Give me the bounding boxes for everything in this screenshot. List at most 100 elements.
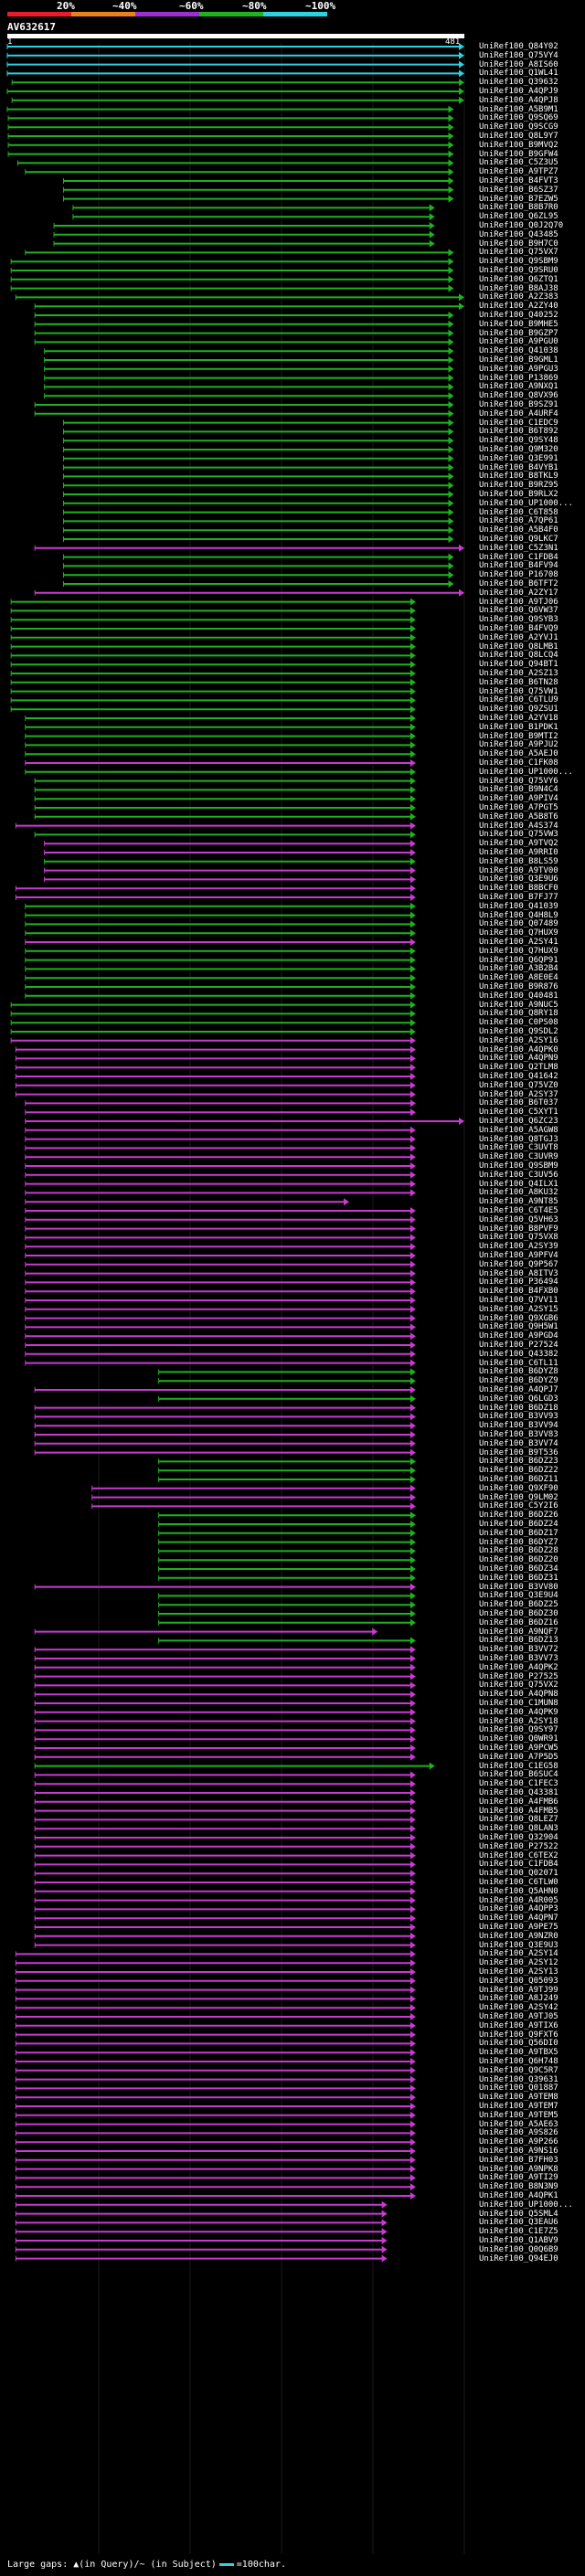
hit-label[interactable]: UniRef100_Q6QP91: [479, 955, 558, 965]
hit-label[interactable]: UniRef100_Q6ZC23: [479, 1117, 558, 1126]
hit-label[interactable]: UniRef100_Q02071: [479, 1869, 558, 1879]
hit-label[interactable]: UniRef100_A4QPN7: [479, 1913, 558, 1924]
hit-label[interactable]: UniRef100_Q7HUX9: [479, 928, 558, 938]
hit-label[interactable]: UniRef100_Q6H748: [479, 2057, 558, 2066]
hit-label[interactable]: UniRef100_C1EG58: [479, 1761, 558, 1771]
hit-label[interactable]: UniRef100_A2SY42: [479, 2003, 558, 2013]
hit-label[interactable]: UniRef100_A9NS16: [479, 2147, 558, 2156]
hit-label[interactable]: UniRef100_A2SY16: [479, 1035, 558, 1045]
hit-label[interactable]: UniRef100_A8KU32: [479, 1188, 558, 1198]
hit-label[interactable]: UniRef100_Q7HUX9: [479, 946, 558, 956]
hit-label[interactable]: UniRef100_A9PE75: [479, 1923, 558, 1932]
hit-label[interactable]: UniRef100_Q9SY48: [479, 436, 558, 446]
hit-label[interactable]: UniRef100_A4QPJ7: [479, 1385, 558, 1394]
hit-label[interactable]: UniRef100_B6DZ24: [479, 1520, 558, 1529]
hit-label[interactable]: UniRef100_C5Z3N1: [479, 543, 558, 553]
hit-label[interactable]: UniRef100_Q9C5R7: [479, 2065, 558, 2075]
hit-label[interactable]: UniRef100_B6DZ17: [479, 1528, 558, 1538]
hit-label[interactable]: UniRef100_Q1ABV9: [479, 2236, 558, 2245]
hit-label[interactable]: UniRef100_A8E0E4: [479, 973, 558, 983]
hit-label[interactable]: UniRef100_Q9M320: [479, 445, 558, 454]
hit-label[interactable]: UniRef100_C1MUN8: [479, 1699, 558, 1708]
hit-label[interactable]: UniRef100_Q05093: [479, 1976, 558, 1986]
hit-label[interactable]: UniRef100_Q2TLM8: [479, 1063, 558, 1073]
hit-label[interactable]: UniRef100_Q01887: [479, 2083, 558, 2094]
hit-label[interactable]: UniRef100_A2Z383: [479, 292, 558, 302]
hit-label[interactable]: UniRef100_C3UVT8: [479, 1143, 558, 1153]
hit-label[interactable]: UniRef100_Q8LMB1: [479, 641, 558, 652]
hit-label[interactable]: UniRef100_Q5SML4: [479, 2209, 558, 2219]
hit-label[interactable]: UniRef100_Q1WL41: [479, 69, 558, 79]
hit-label[interactable]: UniRef100_B9MVQ2: [479, 140, 558, 150]
hit-label[interactable]: UniRef100_A2SY39: [479, 1242, 558, 1252]
hit-label[interactable]: UniRef100_B4FXB0: [479, 1287, 558, 1297]
hit-label[interactable]: UniRef100_A9PGD4: [479, 1331, 558, 1341]
hit-label[interactable]: UniRef100_B3VV80: [479, 1582, 558, 1592]
hit-label[interactable]: UniRef100_Q9SY97: [479, 1725, 558, 1735]
hit-label[interactable]: UniRef100_Q8RY18: [479, 1009, 558, 1019]
hit-label[interactable]: UniRef100_A2SY14: [479, 1949, 558, 1959]
hit-label[interactable]: UniRef100_B9RZ95: [479, 481, 558, 491]
hit-label[interactable]: UniRef100_B3VV94: [479, 1421, 558, 1431]
hit-label[interactable]: UniRef100_B6DYZ7: [479, 1537, 558, 1547]
hit-label[interactable]: UniRef100_P16708: [479, 570, 558, 580]
hit-label[interactable]: UniRef100_B9MHE5: [479, 319, 558, 329]
hit-label[interactable]: UniRef100_B9RLX2: [479, 490, 558, 499]
hit-label[interactable]: UniRef100_A4QPK1: [479, 2191, 558, 2200]
hit-label[interactable]: UniRef100_Q3E9U4: [479, 1591, 558, 1601]
hit-label[interactable]: UniRef100_Q9SBM9: [479, 1161, 558, 1171]
hit-label[interactable]: UniRef100_UP1000...: [479, 498, 573, 508]
hit-label[interactable]: UniRef100_B6DZ22: [479, 1466, 558, 1476]
hit-label[interactable]: UniRef100_B9SZ91: [479, 400, 558, 409]
hit-label[interactable]: UniRef100_A2SY41: [479, 938, 558, 947]
hit-label[interactable]: UniRef100_A2SY18: [479, 1716, 558, 1726]
hit-label[interactable]: UniRef100_B6DZ18: [479, 1403, 558, 1413]
hit-label[interactable]: UniRef100_B8BCF0: [479, 884, 558, 894]
hit-label[interactable]: UniRef100_Q75VW1: [479, 686, 558, 696]
hit-label[interactable]: UniRef100_Q3E9U3: [479, 1940, 558, 1950]
hit-label[interactable]: UniRef100_A9PCW5: [479, 1744, 558, 1753]
hit-label[interactable]: UniRef100_Q94BT1: [479, 660, 558, 670]
hit-label[interactable]: UniRef100_B8AJ38: [479, 283, 558, 293]
hit-label[interactable]: UniRef100_Q8LAN3: [479, 1824, 558, 1834]
hit-label[interactable]: UniRef100_Q41038: [479, 346, 558, 356]
hit-label[interactable]: UniRef100_B6DZ25: [479, 1600, 558, 1610]
hit-label[interactable]: UniRef100_A9PFV4: [479, 1251, 558, 1260]
hit-label[interactable]: UniRef100_Q41039: [479, 901, 558, 911]
hit-label[interactable]: UniRef100_C1FDB4: [479, 552, 558, 562]
hit-label[interactable]: UniRef100_A9PGU0: [479, 337, 558, 347]
hit-label[interactable]: UniRef100_A5AGW8: [479, 1125, 558, 1135]
hit-label[interactable]: UniRef100_A9TVQ2: [479, 839, 558, 849]
hit-label[interactable]: UniRef100_B8N3N9: [479, 2182, 558, 2192]
hit-label[interactable]: UniRef100_B7FJ77: [479, 893, 558, 902]
hit-label[interactable]: UniRef100_A4S374: [479, 821, 558, 831]
hit-label[interactable]: UniRef100_C3UVR9: [479, 1152, 558, 1162]
hit-label[interactable]: UniRef100_Q5AHN0: [479, 1886, 558, 1896]
hit-label[interactable]: UniRef100_Q41642: [479, 1072, 558, 1081]
hit-label[interactable]: UniRef100_A8J249: [479, 1994, 558, 2004]
hit-label[interactable]: UniRef100_Q43381: [479, 1788, 558, 1797]
hit-label[interactable]: UniRef100_A4FMB5: [479, 1806, 558, 1816]
hit-label[interactable]: UniRef100_A2YV18: [479, 714, 558, 723]
hit-label[interactable]: UniRef100_A8ITV3: [479, 1268, 558, 1278]
hit-label[interactable]: UniRef100_Q75VX2: [479, 1680, 558, 1691]
hit-label[interactable]: UniRef100_A4QPN8: [479, 1690, 558, 1700]
hit-label[interactable]: UniRef100_A2ZY17: [479, 588, 558, 598]
hit-label[interactable]: UniRef100_B8PVF9: [479, 1224, 558, 1234]
hit-label[interactable]: UniRef100_A9TEM7: [479, 2102, 558, 2111]
hit-label[interactable]: UniRef100_P27522: [479, 1841, 558, 1851]
hit-label[interactable]: UniRef100_P27524: [479, 1341, 558, 1350]
hit-label[interactable]: UniRef100_B4FV94: [479, 561, 558, 571]
hit-label[interactable]: UniRef100_Q8TGJ3: [479, 1134, 558, 1144]
hit-label[interactable]: UniRef100_B8LS59: [479, 856, 558, 866]
hit-label[interactable]: UniRef100_UP1000...: [479, 2200, 573, 2210]
hit-label[interactable]: UniRef100_Q9XF90: [479, 1483, 558, 1493]
hit-label[interactable]: UniRef100_Q9SYB3: [479, 615, 558, 625]
hit-label[interactable]: UniRef100_A2SY37: [479, 1089, 558, 1099]
hit-label[interactable]: UniRef100_B6DZ26: [479, 1511, 558, 1521]
hit-label[interactable]: UniRef100_A9TJ06: [479, 597, 558, 607]
hit-label[interactable]: UniRef100_C1FK08: [479, 758, 558, 768]
hit-label[interactable]: UniRef100_C1FEC3: [479, 1779, 558, 1789]
hit-label[interactable]: UniRef100_Q6LGD3: [479, 1394, 558, 1404]
hit-label[interactable]: UniRef100_B3VV72: [479, 1645, 558, 1655]
